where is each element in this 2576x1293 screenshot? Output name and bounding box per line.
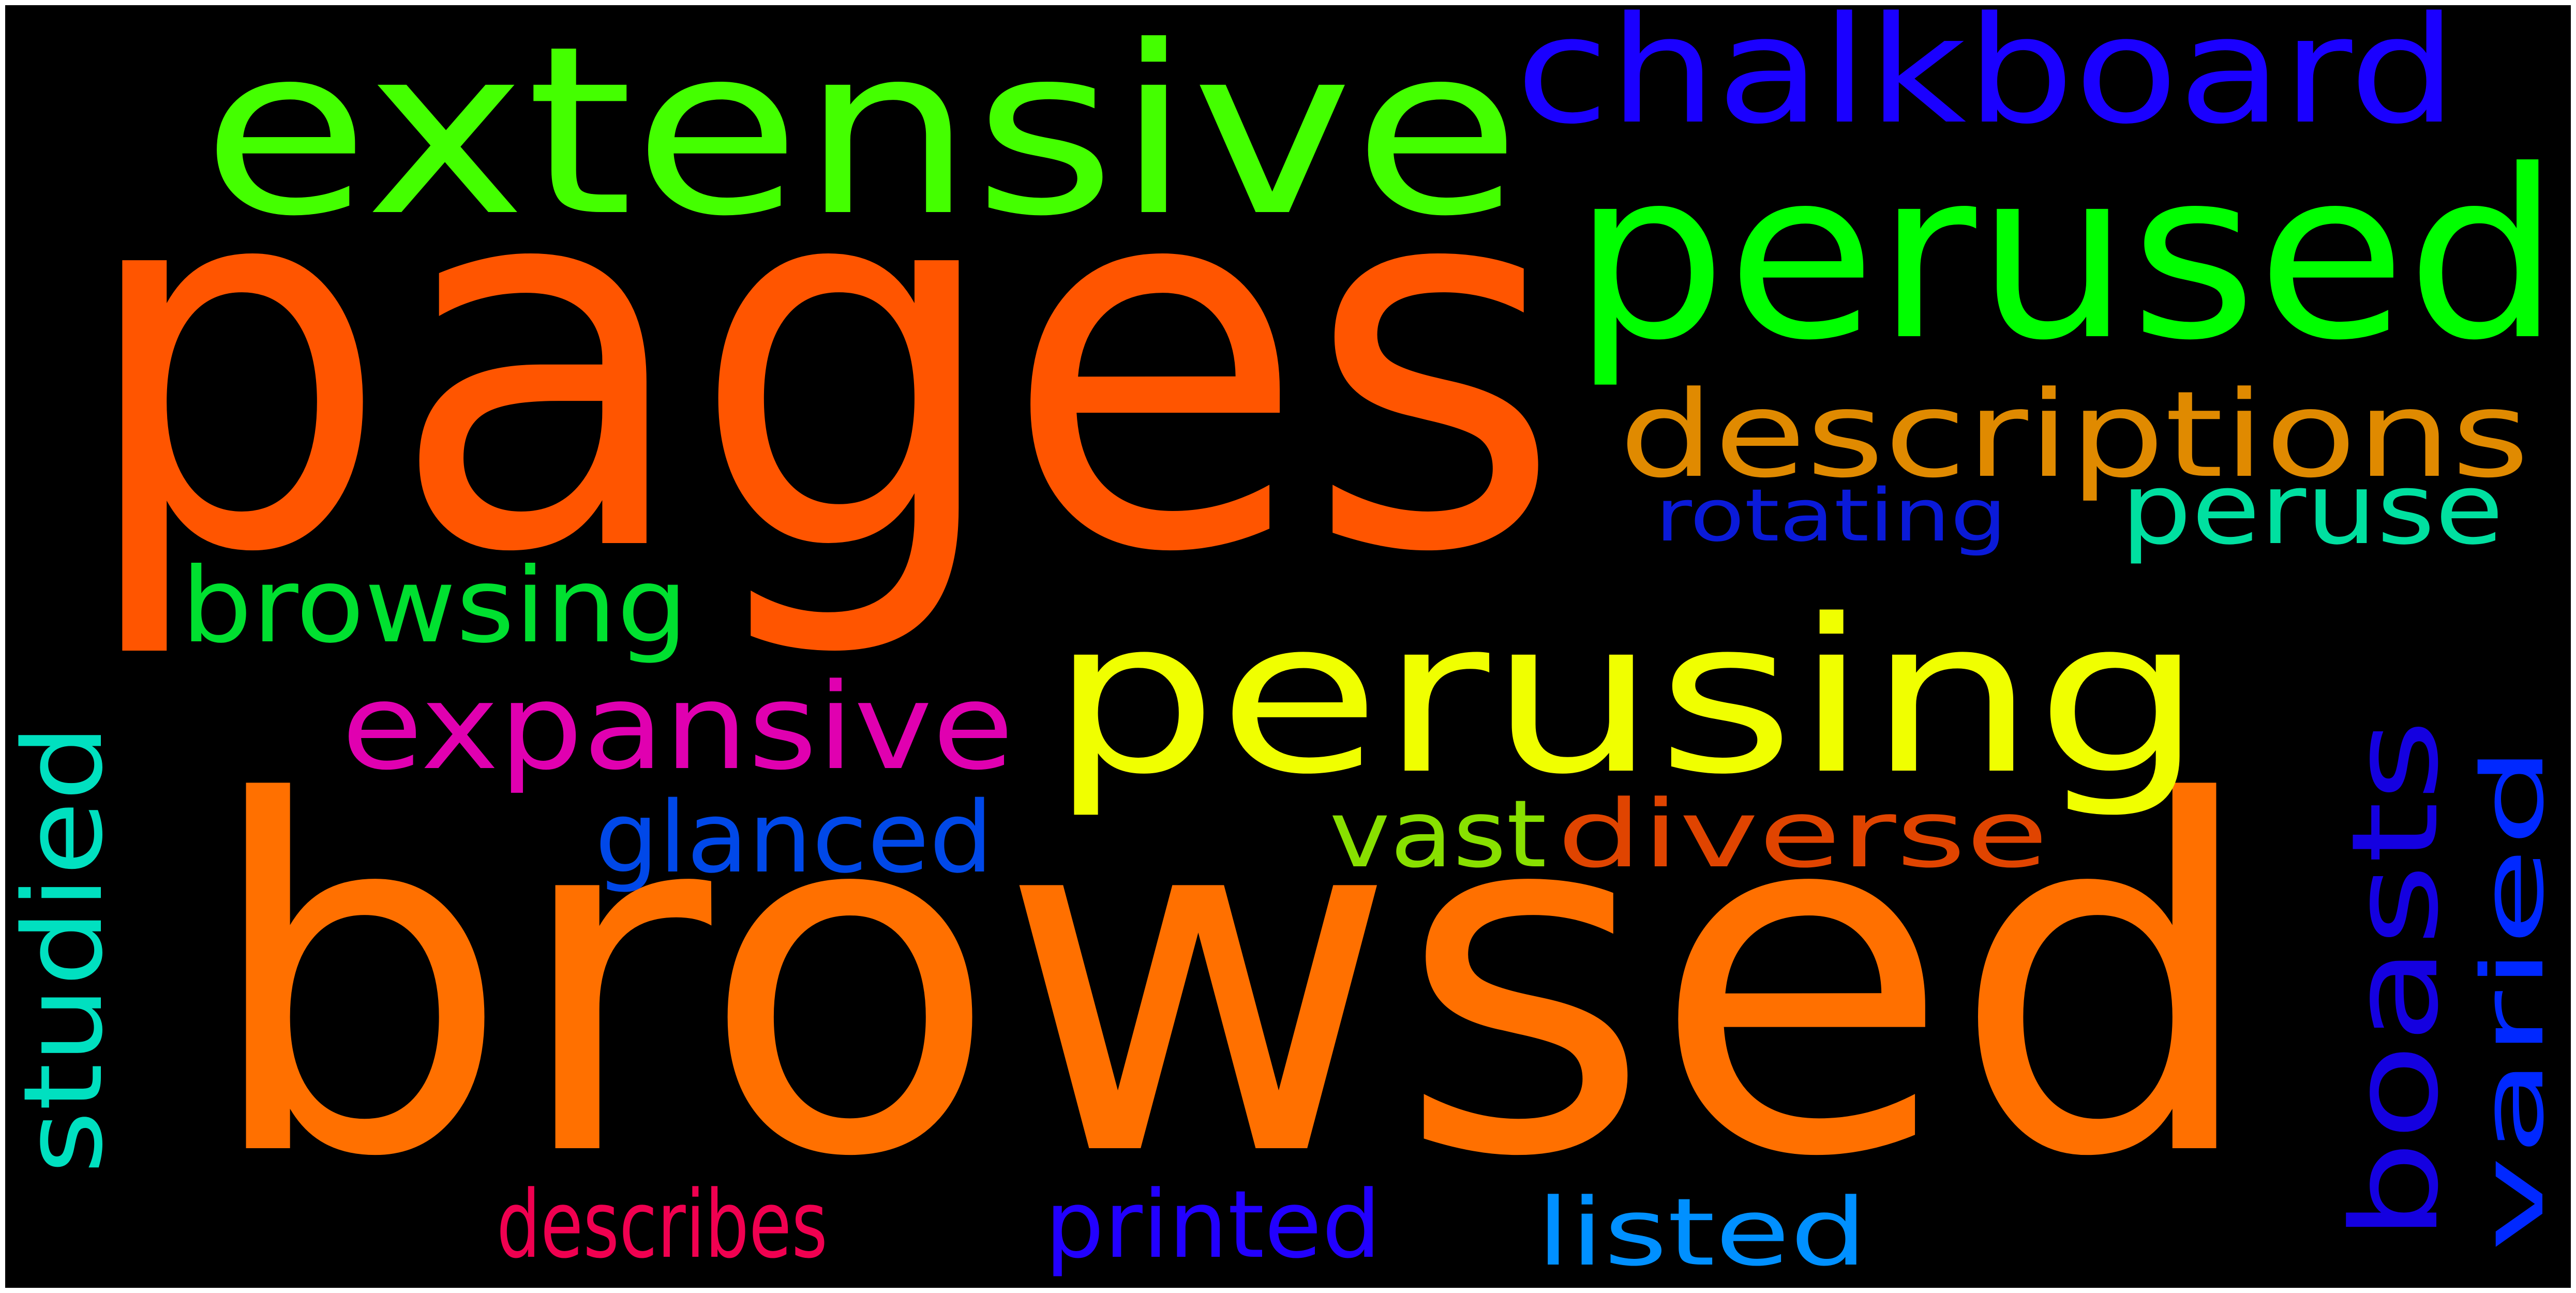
word-expansive: expansive bbox=[341, 658, 1014, 796]
word-perused: perused bbox=[1572, 121, 2560, 392]
word-varied: listed bbox=[1536, 1179, 1867, 1287]
word-perusing: perusing bbox=[1050, 574, 2204, 821]
word-chalkboard: chalkboard bbox=[1516, 5, 2457, 157]
word-cloud-canvas: pages browsed extensive perused chalkboa… bbox=[5, 5, 2571, 1288]
word-browsing: browsing bbox=[181, 546, 688, 666]
word-glanced: glanced bbox=[595, 780, 993, 895]
word-printed: studied bbox=[5, 724, 127, 1174]
word-vast: vast bbox=[1329, 780, 1547, 889]
word-listed: describes bbox=[497, 1171, 828, 1279]
cloud-background bbox=[5, 5, 2571, 1288]
word-extensive: extensive bbox=[202, 5, 1521, 267]
word-describes: varied bbox=[2463, 745, 2563, 1252]
word-peruse: peruse bbox=[2121, 452, 2504, 566]
word-boasts: printed bbox=[1045, 1171, 1381, 1279]
word-cloud: pages browsed extensive perused chalkboa… bbox=[5, 5, 2571, 1288]
word-browsed: browsed bbox=[202, 702, 2260, 1262]
word-descriptions: descriptions bbox=[1619, 366, 2529, 504]
word-rotating: rotating bbox=[1655, 474, 2007, 558]
word-studied: boasts bbox=[2327, 719, 2465, 1241]
word-pages: pages bbox=[78, 63, 1562, 665]
word-diverse: diverse bbox=[1557, 780, 2048, 889]
